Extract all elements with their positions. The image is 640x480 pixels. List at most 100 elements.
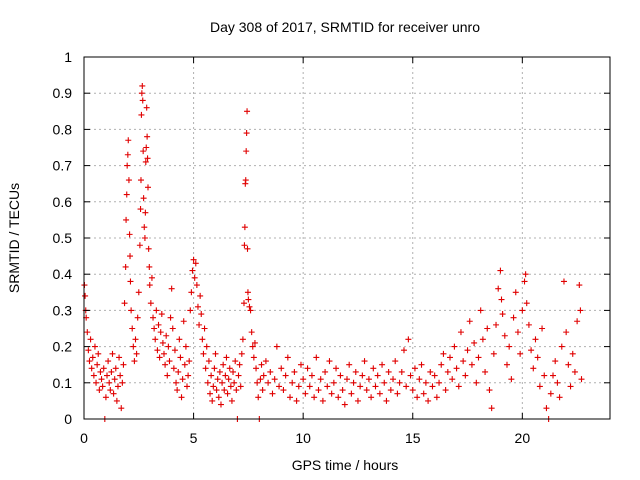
data-point xyxy=(560,278,567,285)
y-tick-labels: 0 0.1 0.2 0.3 0.4 0.5 0.6 0.7 0.8 0.9 1 xyxy=(53,49,73,427)
data-point xyxy=(550,372,557,379)
data-point xyxy=(442,387,449,394)
data-point xyxy=(197,292,204,299)
data-point xyxy=(116,354,123,361)
data-point xyxy=(86,358,93,365)
data-point xyxy=(225,376,232,383)
data-point xyxy=(407,372,414,379)
data-point xyxy=(243,148,250,155)
y-axis-label: SRMTID / TECUs xyxy=(6,183,22,293)
x-tick-label: 0 xyxy=(80,430,88,446)
data-point xyxy=(200,350,207,357)
data-point xyxy=(532,336,539,343)
data-point xyxy=(165,343,172,350)
data-point xyxy=(254,379,261,386)
data-point xyxy=(205,358,212,365)
data-point xyxy=(198,311,205,318)
data-point xyxy=(521,278,528,285)
data-point xyxy=(501,332,508,339)
data-point xyxy=(291,368,298,375)
data-point xyxy=(171,347,178,354)
data-point xyxy=(328,390,335,397)
data-point xyxy=(372,383,379,390)
data-point xyxy=(253,365,260,372)
data-point xyxy=(429,383,436,390)
data-point xyxy=(348,390,355,397)
y-tick-label: 0.4 xyxy=(53,266,73,282)
data-point xyxy=(265,379,272,386)
data-point xyxy=(547,390,554,397)
data-point xyxy=(148,274,155,281)
data-point xyxy=(186,358,193,365)
data-point xyxy=(123,191,130,198)
data-point xyxy=(191,274,198,281)
data-point xyxy=(239,336,246,343)
data-point xyxy=(194,303,201,310)
y-tick-label: 0.3 xyxy=(53,302,73,318)
data-point xyxy=(326,358,333,365)
data-point xyxy=(238,350,245,357)
data-point xyxy=(383,397,390,404)
data-point xyxy=(490,350,497,357)
x-tick-label: 20 xyxy=(515,430,531,446)
data-point xyxy=(114,383,121,390)
data-point xyxy=(523,300,530,307)
data-point xyxy=(350,379,357,386)
data-point xyxy=(313,354,320,361)
data-point xyxy=(539,325,546,332)
data-point xyxy=(468,361,475,368)
data-point xyxy=(477,307,484,314)
data-point xyxy=(112,365,119,372)
data-point xyxy=(88,365,95,372)
data-point xyxy=(569,350,576,357)
data-point xyxy=(339,387,346,394)
data-point xyxy=(422,379,429,386)
data-point xyxy=(190,256,197,263)
data-point xyxy=(398,368,405,375)
data-point xyxy=(512,289,519,296)
data-point xyxy=(493,321,500,328)
data-point xyxy=(293,397,300,404)
data-point xyxy=(554,379,561,386)
data-point xyxy=(530,365,537,372)
data-point xyxy=(304,365,311,372)
data-point xyxy=(118,405,125,412)
data-point xyxy=(405,336,412,343)
data-point xyxy=(519,307,526,314)
data-point xyxy=(140,148,147,155)
data-point xyxy=(287,394,294,401)
data-point xyxy=(259,387,266,394)
data-point xyxy=(242,177,249,184)
data-point xyxy=(317,376,324,383)
data-point xyxy=(498,296,505,303)
data-point xyxy=(143,144,150,151)
data-point xyxy=(420,390,427,397)
data-point xyxy=(576,282,583,289)
data-point xyxy=(246,303,253,310)
data-point xyxy=(563,329,570,336)
data-point xyxy=(556,394,563,401)
data-point xyxy=(201,325,208,332)
data-point xyxy=(169,325,176,332)
data-point xyxy=(455,383,462,390)
data-point xyxy=(315,387,322,394)
data-point xyxy=(182,343,189,350)
data-point xyxy=(125,137,132,144)
data-point xyxy=(237,383,244,390)
data-point xyxy=(137,206,144,213)
data-point xyxy=(155,321,162,328)
data-point xyxy=(335,394,342,401)
data-point xyxy=(462,372,469,379)
data-point xyxy=(143,104,150,111)
data-point xyxy=(363,387,370,394)
data-point xyxy=(447,354,454,361)
data-point xyxy=(324,383,331,390)
data-point xyxy=(278,365,285,372)
data-point xyxy=(180,318,187,325)
data-point xyxy=(139,97,146,104)
data-point xyxy=(181,361,188,368)
x-axis-label: GPS time / hours xyxy=(292,457,399,473)
data-point xyxy=(244,289,251,296)
data-point xyxy=(231,379,238,386)
